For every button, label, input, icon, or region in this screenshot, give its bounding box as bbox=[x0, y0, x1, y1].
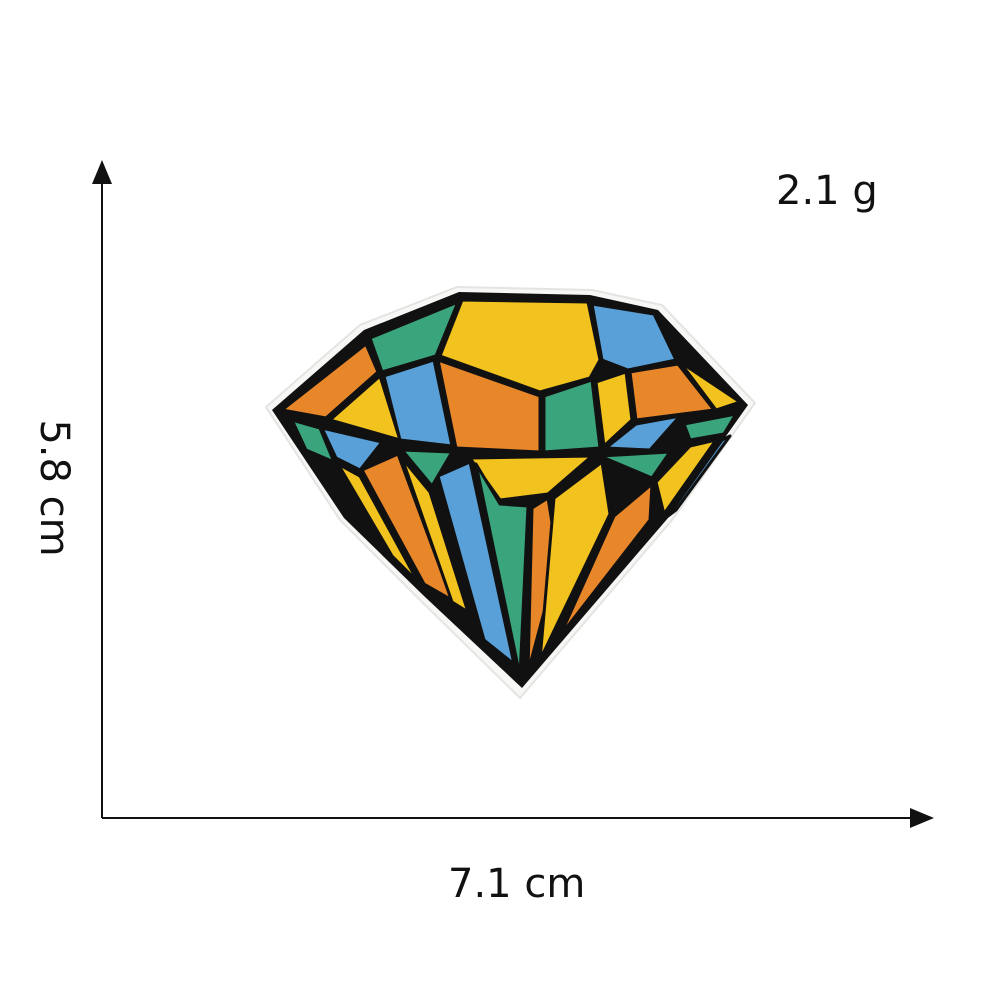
crown-center-green-facet bbox=[542, 378, 602, 454]
girdle-blue-left bbox=[320, 426, 384, 472]
pavilion-orange-3 bbox=[558, 482, 654, 638]
girdle-green-edge bbox=[682, 412, 738, 442]
crown-edge-blue-facet bbox=[604, 414, 682, 452]
pavilion-blue-2 bbox=[666, 434, 732, 518]
crown-right-yellow-facet bbox=[594, 370, 634, 448]
crown-blue-facet bbox=[382, 358, 454, 448]
crown-right-blue-facet bbox=[590, 302, 678, 372]
pavilion-yellow-2 bbox=[400, 456, 470, 614]
crown-top-facet bbox=[438, 298, 602, 394]
weight-label: 2.1 g bbox=[776, 168, 878, 214]
pavilion-yellow-4 bbox=[654, 438, 718, 516]
width-label: 7.1 cm bbox=[448, 861, 586, 907]
girdle-green-center bbox=[400, 448, 454, 488]
pavilion-green-1 bbox=[474, 462, 530, 678]
crown-left-green-facet bbox=[368, 300, 460, 374]
girdle-green-left bbox=[290, 418, 336, 464]
girdle-green-right bbox=[598, 450, 672, 480]
crown-edge-yellow-facet bbox=[678, 360, 742, 412]
pavilion-yellow-3 bbox=[538, 460, 612, 662]
crown-center-orange-facet bbox=[436, 358, 542, 454]
pavilion-yellow-1 bbox=[336, 462, 420, 584]
crown-yellow-facet bbox=[328, 374, 402, 442]
crown-left-orange-facet bbox=[280, 342, 380, 420]
diamond-patch-illustration bbox=[264, 285, 757, 700]
pavilion-blue-1 bbox=[436, 460, 516, 666]
height-label: 5.8 cm bbox=[31, 419, 77, 557]
crown-right-orange-facet bbox=[628, 362, 716, 422]
